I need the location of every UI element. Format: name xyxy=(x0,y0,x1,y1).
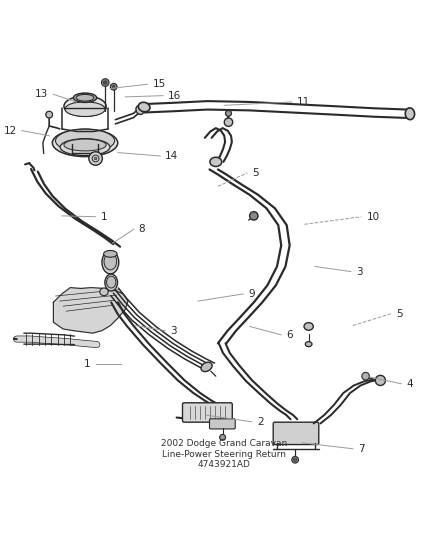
Ellipse shape xyxy=(304,322,313,330)
Text: 8: 8 xyxy=(138,224,145,235)
Circle shape xyxy=(226,110,231,116)
Ellipse shape xyxy=(138,102,150,112)
Circle shape xyxy=(293,458,297,462)
Circle shape xyxy=(113,85,115,88)
Ellipse shape xyxy=(52,129,118,157)
Ellipse shape xyxy=(76,94,94,101)
Text: 9: 9 xyxy=(248,289,255,299)
Circle shape xyxy=(89,152,102,165)
Circle shape xyxy=(110,83,117,90)
Ellipse shape xyxy=(201,362,212,372)
Ellipse shape xyxy=(60,139,110,156)
Ellipse shape xyxy=(74,93,97,102)
Ellipse shape xyxy=(136,106,144,115)
Text: 11: 11 xyxy=(297,97,310,107)
Text: 7: 7 xyxy=(358,444,365,454)
Text: 5: 5 xyxy=(396,309,403,319)
Text: 2002 Dodge Grand Caravan
Line-Power Steering Return
4743921AD: 2002 Dodge Grand Caravan Line-Power Stee… xyxy=(161,439,287,469)
FancyBboxPatch shape xyxy=(273,422,319,445)
Circle shape xyxy=(292,456,299,463)
Ellipse shape xyxy=(104,253,117,270)
Text: 5: 5 xyxy=(253,168,259,178)
Circle shape xyxy=(219,434,226,440)
Ellipse shape xyxy=(64,96,106,116)
Circle shape xyxy=(94,157,97,160)
Text: 15: 15 xyxy=(152,79,166,89)
Circle shape xyxy=(362,373,369,380)
Text: 1: 1 xyxy=(84,359,91,369)
Circle shape xyxy=(46,111,53,118)
Circle shape xyxy=(102,79,109,86)
Ellipse shape xyxy=(105,274,117,291)
Text: 13: 13 xyxy=(35,90,48,99)
Circle shape xyxy=(375,375,385,385)
Text: 3: 3 xyxy=(170,326,177,336)
Text: 6: 6 xyxy=(286,330,293,340)
Ellipse shape xyxy=(104,251,117,257)
Text: 16: 16 xyxy=(168,91,181,101)
Ellipse shape xyxy=(56,129,115,152)
FancyBboxPatch shape xyxy=(183,403,232,422)
Circle shape xyxy=(224,118,233,126)
FancyBboxPatch shape xyxy=(209,419,235,429)
Text: 2: 2 xyxy=(257,417,263,427)
Text: 12: 12 xyxy=(4,126,17,135)
Ellipse shape xyxy=(305,342,312,346)
Text: 4: 4 xyxy=(406,379,413,389)
Ellipse shape xyxy=(64,139,106,151)
Text: 10: 10 xyxy=(367,212,380,222)
Text: 1: 1 xyxy=(101,212,107,222)
Circle shape xyxy=(250,212,258,220)
Polygon shape xyxy=(53,288,128,333)
Ellipse shape xyxy=(405,108,414,120)
Ellipse shape xyxy=(210,157,222,166)
Text: 14: 14 xyxy=(165,151,178,161)
Text: 3: 3 xyxy=(356,266,363,277)
Ellipse shape xyxy=(65,102,105,117)
Ellipse shape xyxy=(102,251,119,274)
Circle shape xyxy=(104,81,107,84)
Ellipse shape xyxy=(100,288,108,296)
Ellipse shape xyxy=(106,276,116,288)
